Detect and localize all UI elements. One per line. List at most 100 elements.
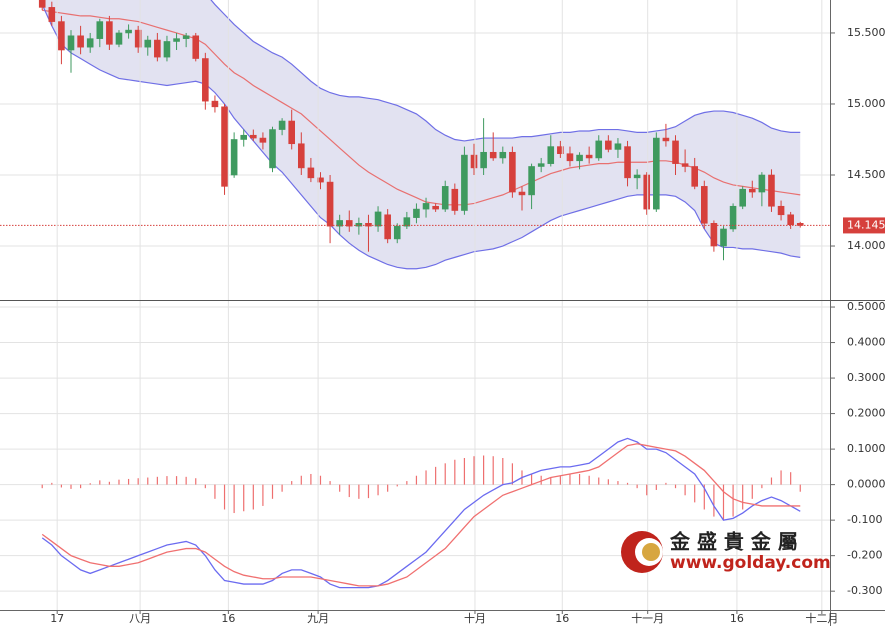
- x-tick-label: 17: [50, 612, 64, 625]
- x-tick-label: 十一月: [631, 611, 664, 625]
- candle-body: [480, 151, 487, 169]
- macd-line: [41, 437, 801, 589]
- candle-body: [585, 154, 593, 159]
- candle-body: [643, 174, 651, 210]
- candle-body: [489, 151, 497, 159]
- candle-body: [125, 29, 132, 34]
- last-price-tag: [843, 217, 885, 234]
- candle-body: [557, 146, 564, 154]
- candle-body: [451, 188, 459, 211]
- logo-coin: [642, 543, 660, 561]
- candle-body: [355, 222, 363, 227]
- candle-body: [259, 137, 267, 143]
- candle-body: [509, 151, 516, 193]
- candle-body: [518, 191, 526, 196]
- candle-body: [595, 140, 603, 159]
- candle-body: [77, 35, 84, 48]
- watermark: 金 盛 貴 金 屬 www.golday.com: [621, 530, 831, 573]
- y-tick-label: 14.000: [847, 239, 885, 252]
- candle-body: [758, 174, 766, 193]
- candle-body: [134, 29, 142, 48]
- candle-body: [739, 188, 746, 207]
- y-tick-label: 0.4000: [847, 336, 885, 349]
- candle-body: [230, 139, 238, 176]
- candle-body: [38, 0, 46, 8]
- candle-body: [432, 205, 439, 210]
- candle-body: [633, 174, 641, 179]
- y-tick-label: -0.200: [847, 549, 882, 562]
- y-tick-label: 0.1000: [847, 442, 885, 455]
- candle-body: [537, 163, 545, 167]
- candle-body: [374, 211, 382, 227]
- candle-body: [547, 146, 555, 164]
- candle-body: [566, 153, 574, 162]
- y-tick-label: 15.000: [847, 97, 885, 110]
- candle-body: [317, 177, 324, 183]
- candle-body: [163, 41, 171, 58]
- band-line: [41, 4, 801, 270]
- candle-body: [422, 203, 430, 210]
- y-tick-label: 14.500: [847, 168, 885, 181]
- candle-body: [192, 35, 200, 59]
- macd-panel: [0, 301, 830, 610]
- band-line: [210, 0, 801, 142]
- y-tick-label: 15.500: [847, 26, 885, 39]
- candle-body: [154, 39, 161, 58]
- candle-body: [384, 214, 391, 240]
- candle-body: [336, 220, 343, 227]
- candle-body: [345, 220, 353, 227]
- candle-body: [614, 143, 622, 150]
- candle-body: [729, 205, 737, 230]
- candle-body: [278, 120, 286, 130]
- x-tick-label: 16: [221, 612, 235, 625]
- candle-body: [653, 137, 660, 210]
- candle-body: [297, 143, 305, 169]
- candle-body: [576, 154, 583, 162]
- x-tick-label: 十二月: [805, 611, 838, 625]
- candle-body: [413, 208, 420, 218]
- candle-body: [393, 225, 401, 240]
- candle-body: [701, 186, 708, 224]
- candle-body: [96, 21, 104, 39]
- candle-body: [58, 21, 65, 51]
- candle-body: [624, 146, 631, 179]
- candle-body: [528, 166, 535, 196]
- x-tick-label: 16: [555, 612, 569, 625]
- candle-body: [403, 217, 411, 227]
- candle-body: [240, 134, 248, 140]
- candle-body: [86, 38, 94, 48]
- candle-body: [681, 163, 689, 167]
- candle-body: [470, 154, 478, 169]
- y-tick-label: 0.2000: [847, 407, 885, 420]
- candle-body: [365, 222, 372, 227]
- candle-body: [662, 137, 670, 142]
- macd-line: [41, 443, 801, 587]
- candle-body: [67, 35, 75, 51]
- candle-body: [777, 205, 785, 216]
- candle-body: [115, 32, 123, 45]
- candle-body: [288, 120, 295, 145]
- candle-body: [720, 228, 727, 247]
- candle-body: [144, 39, 152, 48]
- candle-body: [768, 174, 775, 207]
- candle-body: [48, 7, 56, 22]
- candle-body: [269, 129, 276, 169]
- y-tick-label: -0.300: [847, 584, 882, 597]
- y-tick-label: 0.0000: [847, 478, 885, 491]
- candle-body: [202, 58, 209, 102]
- candle-body: [182, 35, 190, 39]
- brand: 金 盛 貴 金 屬: [669, 530, 798, 554]
- last-price-label: 14.145: [847, 218, 885, 231]
- candle-body: [748, 188, 756, 193]
- price-panel: [0, 0, 830, 300]
- x-tick-label: 九月: [307, 612, 329, 625]
- candle-body: [441, 186, 449, 210]
- candle-body: [461, 154, 468, 211]
- band-fill: [42, 0, 801, 269]
- candle-body: [250, 134, 257, 139]
- candle-body: [605, 140, 612, 150]
- y-tick-label: 0.3000: [847, 371, 885, 384]
- y-tick-label: -0.100: [847, 513, 882, 526]
